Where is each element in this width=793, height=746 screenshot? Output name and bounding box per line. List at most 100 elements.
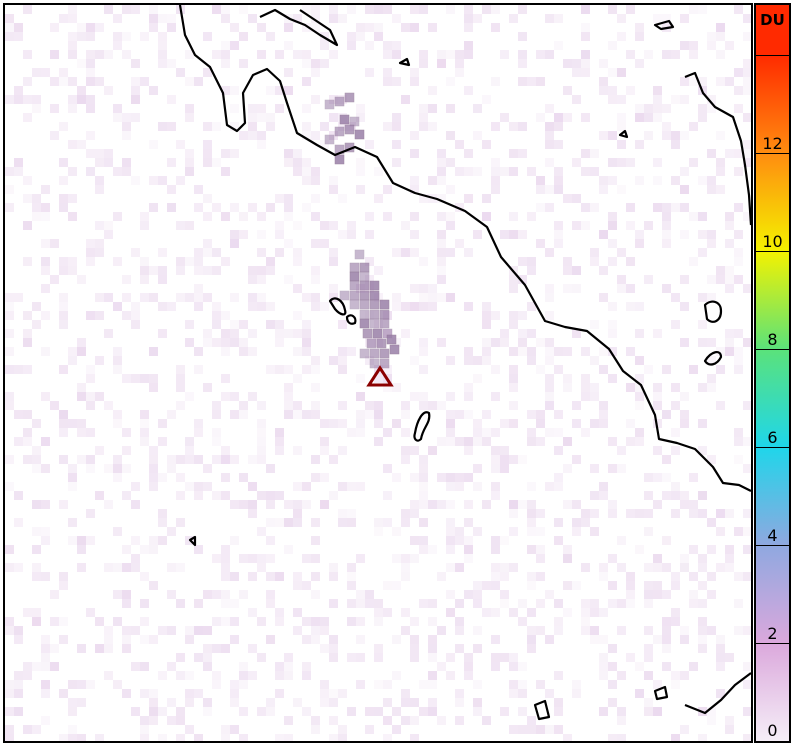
so2-pixel — [23, 455, 32, 464]
so2-pixel — [419, 365, 428, 374]
so2-pixel — [221, 212, 230, 221]
so2-pixel — [203, 32, 212, 41]
so2-pixel — [77, 86, 86, 95]
colorbar-band — [756, 349, 789, 447]
so2-pixel — [662, 626, 671, 635]
so2-pixel — [734, 275, 743, 284]
so2-pixel — [356, 23, 365, 32]
so2-pixel — [59, 68, 68, 77]
so2-pixel — [428, 599, 437, 608]
so2-pixel — [212, 5, 221, 14]
so2-pixel — [635, 59, 644, 68]
so2-pixel — [158, 734, 167, 741]
so2-pixel — [149, 545, 158, 554]
so2-pixel — [356, 158, 365, 167]
so2-pixel — [131, 482, 140, 491]
so2-pixel — [122, 689, 131, 698]
so2-pixel — [671, 680, 680, 689]
so2-pixel — [698, 419, 707, 428]
so2-pixel — [419, 491, 428, 500]
so2-pixel — [653, 563, 662, 572]
so2-pixel — [599, 293, 608, 302]
so2-pixel — [239, 671, 248, 680]
so2-pixel — [473, 104, 482, 113]
so2-pixel — [572, 266, 581, 275]
so2-pixel — [122, 167, 131, 176]
so2-pixel — [680, 185, 689, 194]
so2-pixel — [23, 410, 32, 419]
so2-pixel — [581, 518, 590, 527]
so2-pixel — [446, 50, 455, 59]
so2-pixel — [86, 401, 95, 410]
so2-pixel — [329, 284, 338, 293]
so2-pixel — [536, 572, 545, 581]
so2-pixel — [311, 716, 320, 725]
so2-pixel — [383, 464, 392, 473]
so2-pixel — [266, 257, 275, 266]
so2-pixel — [266, 698, 275, 707]
so2-pixel — [248, 14, 257, 23]
so2-pixel — [275, 446, 284, 455]
so2-pixel — [275, 221, 284, 230]
so2-pixel — [221, 572, 230, 581]
so2-pixel — [275, 230, 284, 239]
so2-pixel — [437, 50, 446, 59]
so2-pixel — [734, 167, 743, 176]
so2-pixel — [212, 401, 221, 410]
so2-pixel — [392, 419, 401, 428]
island — [413, 411, 431, 442]
so2-pixel — [527, 572, 536, 581]
so2-pixel — [473, 167, 482, 176]
so2-pixel — [563, 734, 572, 741]
so2-pixel — [59, 419, 68, 428]
so2-pixel — [212, 50, 221, 59]
so2-pixel — [257, 707, 266, 716]
so2-pixel — [113, 365, 122, 374]
so2-pixel — [392, 473, 401, 482]
so2-pixel — [140, 221, 149, 230]
so2-pixel — [725, 149, 734, 158]
so2-pixel — [86, 149, 95, 158]
so2-pixel — [743, 527, 751, 536]
so2-pixel — [59, 257, 68, 266]
so2-pixel — [572, 95, 581, 104]
so2-pixel — [230, 230, 239, 239]
so2-pixel — [50, 590, 59, 599]
colorbar: DU 0 2 4 6 8 10 12 — [754, 3, 791, 743]
so2-pixel — [86, 608, 95, 617]
so2-pixel — [590, 599, 599, 608]
so2-pixel — [617, 140, 626, 149]
so2-pixel — [437, 230, 446, 239]
so2-pixel — [356, 113, 365, 122]
so2-pixel — [635, 428, 644, 437]
so2-pixel — [428, 500, 437, 509]
so2-pixel — [707, 176, 716, 185]
so2-pixel — [509, 149, 518, 158]
so2-pixel — [527, 302, 536, 311]
so2-pixel — [329, 455, 338, 464]
so2-pixel — [662, 617, 671, 626]
so2-pixel — [77, 455, 86, 464]
so2-pixel — [374, 374, 383, 383]
so2-pixel — [572, 221, 581, 230]
so2-pixel — [725, 716, 734, 725]
so2-pixel — [266, 500, 275, 509]
so2-pixel — [716, 185, 725, 194]
so2-pixel — [212, 122, 221, 131]
so2-pixel — [176, 473, 185, 482]
so2-pixel — [446, 536, 455, 545]
so2-pixel — [104, 230, 113, 239]
so2-pixel — [581, 221, 590, 230]
so2-pixel — [527, 644, 536, 653]
so2-pixel — [293, 149, 302, 158]
so2-pixel — [248, 455, 257, 464]
so2-pixel — [185, 50, 194, 59]
so2-pixel — [77, 680, 86, 689]
so2-pixel — [374, 5, 383, 14]
so2-pixel — [374, 194, 383, 203]
so2-pixel — [437, 158, 446, 167]
so2-pixel — [374, 707, 383, 716]
so2-pixel — [545, 122, 554, 131]
so2-pixel — [374, 653, 383, 662]
so2-pixel — [671, 509, 680, 518]
